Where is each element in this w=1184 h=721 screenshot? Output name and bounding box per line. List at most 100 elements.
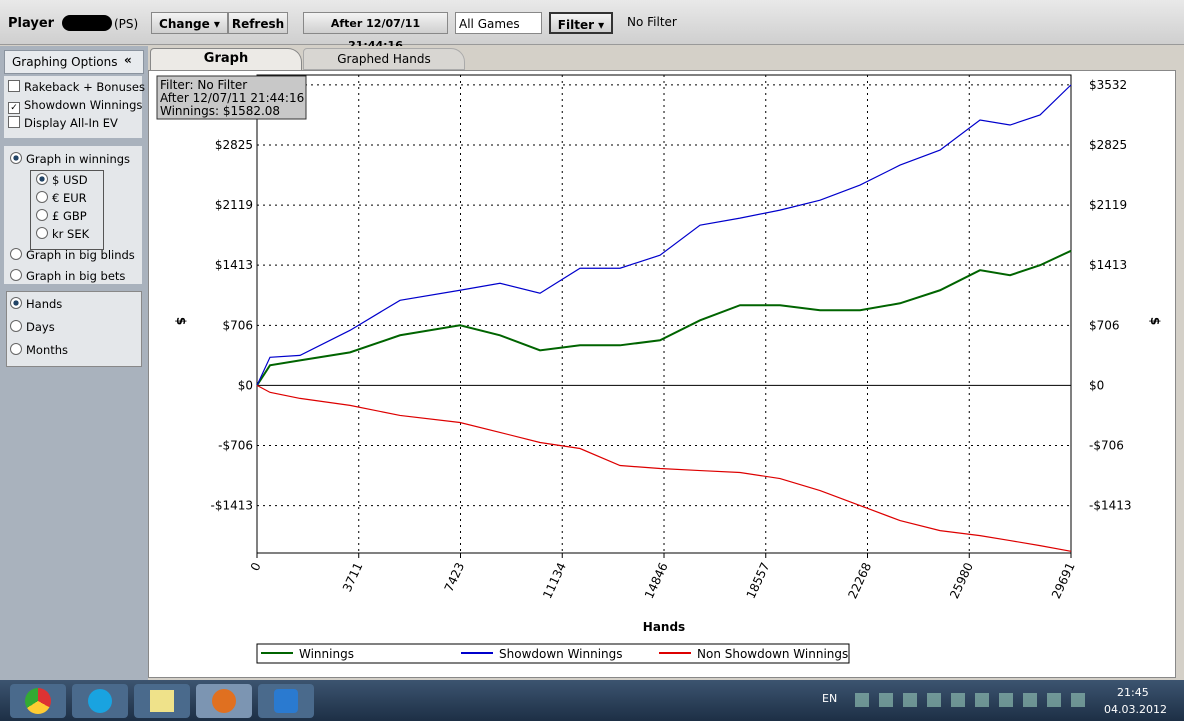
language[interactable]: EN <box>822 692 838 705</box>
checkbox: ✓ <box>8 102 20 114</box>
option-label: Graph in big blinds <box>26 248 135 262</box>
series-line <box>256 384 1072 552</box>
option-label: $ USD <box>52 173 88 187</box>
radio <box>36 173 48 185</box>
y2-tick-label: $2825 <box>1089 138 1127 152</box>
legend-box <box>256 643 850 664</box>
date-filter-button[interactable]: After 12/07/11 21:44:16 <box>303 12 448 52</box>
radio-option[interactable]: £ GBP <box>36 209 87 223</box>
y-tick-label: $2119 <box>215 198 253 212</box>
y-tick-label: $2825 <box>215 138 253 152</box>
option-label: Display All-In EV <box>24 116 118 130</box>
option-label: Months <box>26 343 69 357</box>
radio-option[interactable]: Hands <box>10 297 62 311</box>
radio <box>36 209 48 221</box>
checkbox-option[interactable]: Display All-In EV <box>8 116 118 130</box>
skype-icon <box>88 689 112 713</box>
option-label: Days <box>26 320 55 334</box>
radio <box>36 191 48 203</box>
y-tick-label: $1413 <box>215 258 253 272</box>
site-label: (PS) <box>114 17 139 31</box>
option-label: Hands <box>26 297 63 311</box>
chrome-app[interactable] <box>10 684 66 718</box>
option-label: € EUR <box>52 191 87 205</box>
radio <box>10 152 22 164</box>
radio-option[interactable]: Months <box>10 343 68 357</box>
radio <box>10 248 22 260</box>
chrome-icon <box>25 688 51 714</box>
options-header: Graphing Options « <box>4 50 144 74</box>
games-dropdown[interactable]: All Games <box>455 12 542 34</box>
chart: -$1413 -$1413 -$706 -$706 $0 $0 $706 $706 $1413 $… <box>148 70 1176 678</box>
legend-label: Showdown Winnings <box>499 647 623 661</box>
clock-date: 04.03.2012 <box>1104 703 1167 716</box>
x-tick-label: 14846 <box>642 560 671 601</box>
radio <box>36 227 48 239</box>
radio <box>10 297 22 309</box>
tray-icons <box>855 693 1085 707</box>
radio-option[interactable]: € EUR <box>36 191 87 205</box>
radio-option[interactable]: kr SEK <box>36 227 89 241</box>
filter-button[interactable]: Filter ▾ <box>549 12 613 34</box>
radio <box>10 343 22 355</box>
y2-tick-label: $3532 <box>1089 78 1127 92</box>
radio-option[interactable]: Days <box>10 320 55 334</box>
option-label: Graph in winnings <box>26 152 131 166</box>
y2-tick-label: $0 <box>1089 378 1104 392</box>
tracker-icon <box>212 689 236 713</box>
series-line <box>256 249 1072 386</box>
y-axis-label: $ <box>174 317 188 325</box>
option-label: kr SEK <box>52 227 90 241</box>
tab-graph[interactable]: Graph <box>150 48 302 70</box>
tooltip-box <box>156 75 307 120</box>
taskbar: EN 21:45 04.03.2012 <box>0 680 1184 721</box>
player-label: Player <box>8 16 55 31</box>
x-tick-label: 22268 <box>845 560 874 601</box>
y2-tick-label: -$1413 <box>1089 499 1132 513</box>
checkbox-panel <box>4 76 142 138</box>
teamviewer-app[interactable] <box>258 684 314 718</box>
tab-graphed-hands[interactable]: Graphed Hands <box>303 48 465 70</box>
checkbox <box>8 116 20 128</box>
x-tick-label: 18557 <box>744 560 773 601</box>
change-button[interactable]: Change ▾ <box>151 12 228 34</box>
notes-app[interactable] <box>134 684 190 718</box>
x-tick-label: 0 <box>248 560 264 573</box>
radio-option[interactable]: $ USD <box>36 173 88 187</box>
x-tick-label: 3711 <box>340 560 366 594</box>
games-text: All Games <box>459 17 520 31</box>
teamviewer-icon <box>274 689 298 713</box>
redacted-name <box>62 15 112 31</box>
y-tick-label: $0 <box>238 378 253 392</box>
radio-option[interactable]: Graph in big blinds <box>10 248 135 262</box>
x-tick-label: 11134 <box>540 560 569 601</box>
y-tick-label: $706 <box>222 318 253 332</box>
collapse-button[interactable]: « <box>124 53 132 67</box>
legend-label: Winnings <box>299 647 354 661</box>
option-label: Graph in big bets <box>26 269 126 283</box>
filter-text: Filter <box>557 18 594 32</box>
tooltip-line: After 12/07/11 21:44:16 <box>160 91 304 105</box>
x-tick-label: 29691 <box>1049 560 1078 601</box>
tooltip-line: Winnings: $1582.08 <box>160 104 280 118</box>
y2-axis-label: $ <box>1148 317 1162 325</box>
checkbox-option[interactable]: ✓ Showdown Winnings <box>8 98 142 114</box>
options-title: Graphing Options <box>12 55 118 69</box>
radio-option[interactable]: Graph in big bets <box>10 269 125 283</box>
radio-option[interactable]: Graph in winnings <box>10 152 130 166</box>
tracker-app[interactable] <box>196 684 252 718</box>
tab-strip: Graph Graphed Hands <box>148 46 1184 70</box>
x-tick-label: 25980 <box>947 560 976 601</box>
refresh-button[interactable]: Refresh <box>228 12 288 34</box>
option-label: £ GBP <box>52 209 87 223</box>
checkbox <box>8 80 20 92</box>
clock-time: 21:45 <box>1117 686 1149 699</box>
legend-label: Non Showdown Winnings <box>697 647 848 661</box>
radio <box>10 269 22 281</box>
series-line <box>256 84 1072 386</box>
x-axis-label: Hands <box>643 620 685 634</box>
y2-tick-label: $2119 <box>1089 198 1127 212</box>
skype-app[interactable] <box>72 684 128 718</box>
checkbox-option[interactable]: Rakeback + Bonuses <box>8 80 145 94</box>
